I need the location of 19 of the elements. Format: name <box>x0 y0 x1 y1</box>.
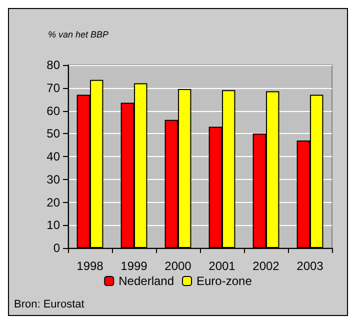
x-tick-label: 2000 <box>164 259 192 273</box>
y-axis-title: % van het BBP <box>48 30 109 40</box>
legend-label: Nederland <box>118 274 174 288</box>
y-tick-label: 40 <box>46 150 60 164</box>
legend-label: Euro-zone <box>196 274 252 288</box>
y-tick-label: 0 <box>53 241 60 255</box>
x-tick-label: 1998 <box>76 259 104 273</box>
y-tick-label: 30 <box>46 172 60 186</box>
y-tick-label: 10 <box>46 218 60 232</box>
x-tick-label: 2002 <box>252 259 280 273</box>
y-tick-label: 70 <box>46 80 60 95</box>
y-tick-label: 60 <box>46 104 60 118</box>
x-tick-label: 2001 <box>208 259 236 273</box>
x-tick-label: 2003 <box>296 259 324 273</box>
x-tick-label: 1999 <box>120 259 148 273</box>
y-tick-label: 80 <box>46 58 60 72</box>
text: Bron: Eurostat <box>14 298 84 310</box>
y-tick-label: 50 <box>46 126 60 141</box>
y-tick-label: 20 <box>46 195 60 210</box>
